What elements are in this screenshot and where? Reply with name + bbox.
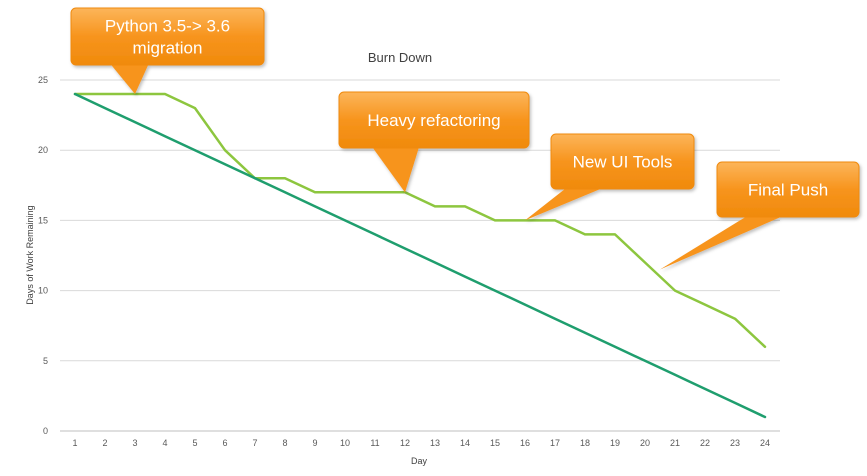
callout-box (716, 161, 860, 218)
x-tick-label: 11 (370, 438, 379, 448)
x-tick-label: 19 (610, 438, 620, 448)
x-tick-label: 21 (670, 438, 680, 448)
x-tick-label: 2 (102, 438, 107, 448)
series-lines (73, 92, 767, 419)
callout-3 (525, 133, 695, 221)
callout-pointer (525, 185, 610, 221)
callout-pointer (370, 144, 420, 193)
x-tick-label: 22 (700, 438, 710, 448)
y-tick-label: 20 (38, 145, 48, 155)
x-tick-label: 14 (460, 438, 470, 448)
callout-label: Python 3.5-> 3.6 (105, 17, 230, 36)
x-tick-label: 20 (640, 438, 650, 448)
callout-1 (70, 7, 265, 95)
callout-label: migration (133, 39, 203, 58)
callout-box (550, 133, 695, 190)
callout-box (338, 91, 530, 149)
chart-title: Burn Down (368, 50, 432, 65)
x-tick-label: 13 (430, 438, 440, 448)
x-tick-label: 4 (162, 438, 167, 448)
x-tick-label: 10 (340, 438, 350, 448)
x-tick-label: 9 (312, 438, 317, 448)
x-tick-label: 24 (760, 438, 770, 448)
callout-4 (660, 161, 860, 270)
x-tick-label: 17 (550, 438, 560, 448)
y-tick-label: 5 (43, 356, 48, 366)
series-line-1 (73, 92, 767, 349)
x-tick-label: 1 (72, 438, 77, 448)
x-tick-label: 7 (252, 438, 257, 448)
series-line-2 (73, 92, 767, 419)
x-tick-label: 5 (192, 438, 197, 448)
y-tick-label: 0 (43, 426, 48, 436)
x-tick-label: 23 (730, 438, 740, 448)
x-tick-label: 3 (132, 438, 137, 448)
x-tick-label: 15 (490, 438, 500, 448)
x-tick-label: 8 (282, 438, 287, 448)
y-tick-label: 15 (38, 215, 48, 225)
x-tick-label: 16 (520, 438, 530, 448)
y-tick-label: 25 (38, 75, 48, 85)
callout-label: New UI Tools (573, 153, 673, 172)
callout-label: Heavy refactoring (367, 111, 500, 130)
callout-box (70, 7, 265, 66)
y-tick-label: 10 (38, 286, 48, 296)
x-tick-label: 18 (580, 438, 590, 448)
callout-2 (338, 91, 530, 193)
callout-pointer (660, 213, 790, 270)
callout-pointer (108, 61, 150, 95)
x-tick-label: 6 (222, 438, 227, 448)
callouts: Python 3.5-> 3.6 migration Heavy refactori… (70, 7, 860, 270)
x-axis-ticks: 1 2 3 4 5 6 7 8 9 10 11 12 13 14 15 16 17 18 19 20 21 22 23 24 (72, 438, 770, 448)
y-axis-ticks: 0 5 10 15 20 25 (38, 75, 48, 436)
gridlines (60, 79, 780, 432)
x-tick-label: 12 (400, 438, 410, 448)
callout-label: Final Push (748, 181, 828, 200)
y-axis-label: Days of Work Remaining (25, 205, 35, 304)
x-axis-label: Day (411, 456, 428, 466)
